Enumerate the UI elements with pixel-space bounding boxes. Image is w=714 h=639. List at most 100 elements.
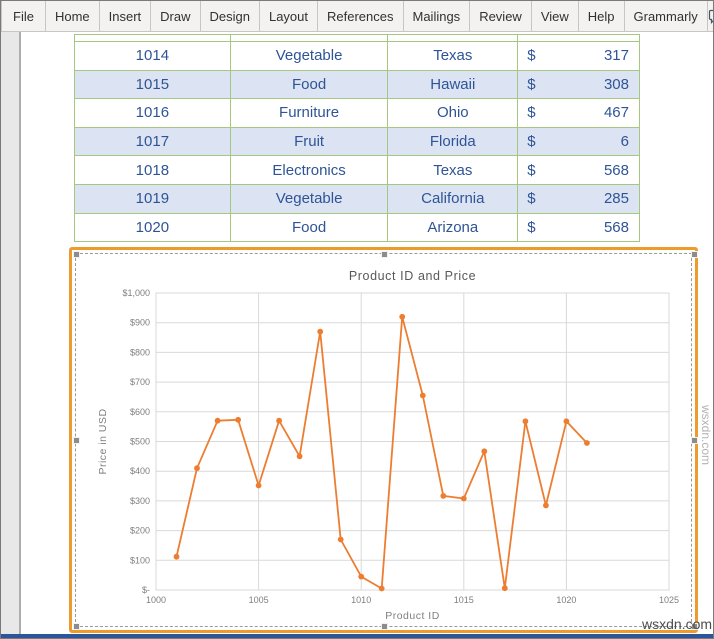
data-point-marker	[460, 495, 467, 502]
x-tick-label: 1010	[351, 595, 371, 605]
price-value: 6	[620, 133, 629, 151]
state-cell[interactable]: Hawaii	[388, 70, 519, 100]
x-tick-label: 1005	[249, 595, 269, 605]
ribbon-right-icons	[708, 8, 713, 24]
price-cell[interactable]: $317	[518, 42, 640, 71]
price-cell[interactable]: $308	[518, 70, 640, 100]
table-row: 1015 Food Hawaii $308	[75, 70, 640, 100]
tab-references[interactable]: References	[318, 1, 404, 31]
price-value: 317	[603, 47, 629, 65]
status-bar	[1, 634, 713, 638]
state-cell[interactable]: Texas	[388, 42, 519, 71]
x-tick-label: 1025	[659, 595, 679, 605]
resize-handle-se[interactable]	[691, 623, 698, 630]
series-line[interactable]	[175, 315, 588, 590]
table-cell-partial[interactable]	[388, 35, 519, 42]
price-value: 568	[603, 218, 629, 236]
x-tick-label: 1000	[146, 595, 166, 605]
resize-handle-sw[interactable]	[73, 623, 80, 630]
tab-grammarly[interactable]: Grammarly	[625, 1, 708, 31]
product-id-cell[interactable]: 1019	[75, 184, 231, 214]
resize-handle-ne[interactable]	[691, 251, 698, 258]
state-cell[interactable]: Arizona	[388, 213, 519, 243]
currency-symbol: $	[527, 75, 536, 93]
price-cell[interactable]: $568	[518, 213, 640, 243]
price-cell[interactable]: $285	[518, 184, 640, 214]
tab-help[interactable]: Help	[579, 1, 625, 31]
product-id-cell[interactable]: 1020	[75, 213, 231, 243]
price-value: 285	[603, 190, 629, 208]
price-cell[interactable]: $6	[518, 127, 640, 157]
data-point-marker	[543, 502, 549, 509]
line-chart[interactable]: Product ID and Price $- $100 $200 $300 $400 $5…	[79, 257, 693, 627]
category-cell[interactable]: Fruit	[230, 127, 389, 157]
resize-handle-e[interactable]	[691, 437, 698, 444]
price-cell[interactable]: $568	[518, 156, 640, 185]
table-row: 1017 Fruit Florida $6	[75, 127, 640, 157]
price-cell[interactable]: $467	[518, 99, 640, 128]
tab-file[interactable]: File	[1, 1, 46, 31]
state-cell[interactable]: Florida	[388, 127, 519, 157]
chart-title: Product ID and Price	[349, 269, 476, 283]
category-cell[interactable]: Vegetable	[230, 42, 389, 71]
tab-review[interactable]: Review	[470, 1, 532, 31]
tab-draw[interactable]: Draw	[151, 1, 201, 31]
currency-symbol: $	[527, 47, 536, 65]
currency-symbol: $	[527, 190, 536, 208]
ribbon-tabs: File Home Insert Draw Design Layout References…	[1, 1, 708, 31]
data-point-marker	[214, 417, 221, 424]
data-point-marker	[501, 585, 508, 592]
tab-insert[interactable]: Insert	[100, 1, 152, 31]
data-point-marker	[522, 418, 529, 425]
resize-handle-w[interactable]	[73, 437, 80, 444]
y-tick-label: $-	[142, 585, 150, 595]
state-cell[interactable]: California	[388, 184, 519, 214]
plot-area	[155, 292, 670, 591]
table-row: 1020 Food Arizona $568	[75, 213, 640, 243]
data-point-marker	[358, 573, 365, 580]
data-point-marker	[584, 440, 590, 446]
category-cell[interactable]: Furniture	[230, 99, 389, 128]
product-id-cell[interactable]: 1018	[75, 156, 231, 185]
state-cell[interactable]: Texas	[388, 156, 519, 185]
table-cell-partial[interactable]	[230, 35, 389, 42]
resize-handle-nw[interactable]	[73, 251, 80, 258]
table-cell-partial[interactable]	[75, 35, 231, 42]
y-tick-label: $1,000	[122, 288, 150, 298]
price-value: 467	[603, 104, 629, 122]
category-cell[interactable]: Electronics	[230, 156, 389, 185]
resize-handle-s[interactable]	[381, 623, 388, 630]
price-value: 308	[603, 75, 629, 93]
tab-layout[interactable]: Layout	[260, 1, 319, 31]
tab-design[interactable]: Design	[201, 1, 260, 31]
category-cell[interactable]: Food	[230, 213, 389, 243]
table-cell-partial[interactable]	[518, 35, 640, 42]
resize-handle-n[interactable]	[381, 251, 388, 258]
comment-icon[interactable]	[708, 8, 713, 24]
product-id-cell[interactable]: 1017	[75, 127, 231, 157]
y-axis-title: Price in USD	[97, 408, 109, 474]
y-tick-label: $500	[130, 437, 150, 447]
chart-object[interactable]: Product ID and Price $- $100 $200 $300 $400 $5…	[69, 247, 698, 633]
y-tick-label: $900	[130, 318, 150, 328]
state-cell[interactable]: Ohio	[388, 99, 519, 128]
price-value: 568	[603, 161, 629, 179]
tab-mailings[interactable]: Mailings	[404, 1, 471, 31]
category-cell[interactable]: Food	[230, 70, 389, 100]
y-tick-label: $200	[130, 526, 150, 536]
product-id-cell[interactable]: 1016	[75, 99, 231, 128]
data-point-marker	[419, 392, 426, 399]
category-cell[interactable]: Vegetable	[230, 184, 389, 214]
currency-symbol: $	[527, 161, 536, 179]
product-id-cell[interactable]: 1015	[75, 70, 231, 100]
currency-symbol: $	[527, 218, 536, 236]
tab-home[interactable]: Home	[46, 1, 100, 31]
y-tick-label: $300	[130, 496, 150, 506]
y-tick-label: $700	[130, 377, 150, 387]
tab-view[interactable]: View	[532, 1, 579, 31]
data-point-marker	[399, 313, 406, 320]
currency-symbol: $	[527, 133, 536, 151]
x-tick-label: 1015	[454, 595, 474, 605]
product-id-cell[interactable]: 1014	[75, 42, 231, 71]
table-row: 1018 Electronics Texas $568	[75, 156, 640, 185]
